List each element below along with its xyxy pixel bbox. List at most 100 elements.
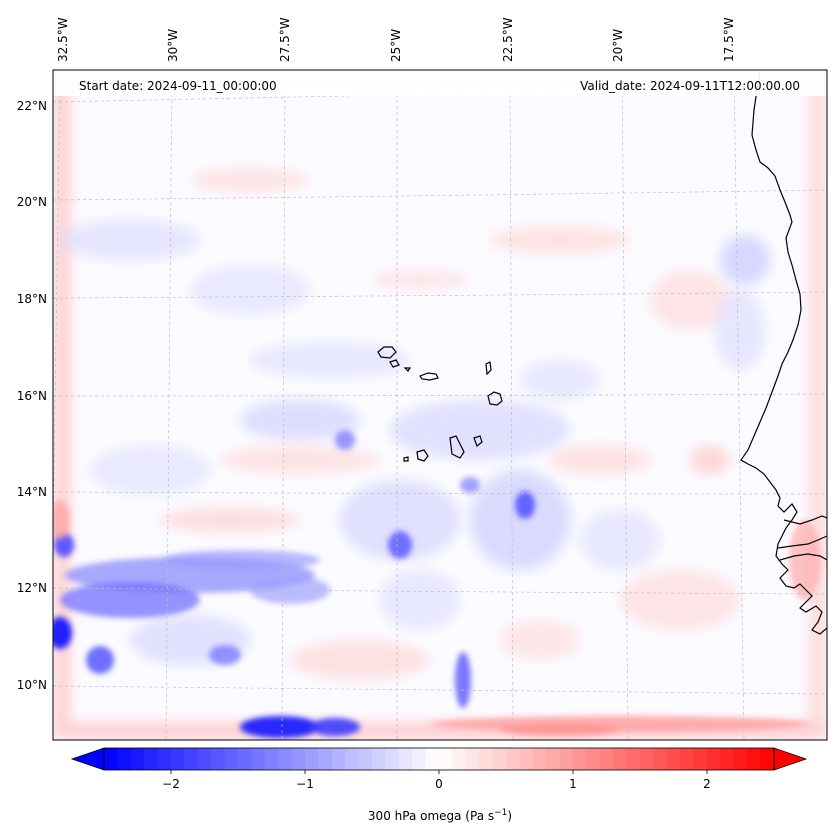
colorbar-bin xyxy=(345,748,360,770)
colorbar-label-end: ) xyxy=(507,809,512,823)
cape-verde-islands xyxy=(377,346,503,462)
colorbar-bin xyxy=(599,748,614,770)
colorbar-bin xyxy=(532,748,547,770)
colorbar-bin xyxy=(318,748,333,770)
colorbar-extend-max xyxy=(773,747,808,771)
colorbar-bin xyxy=(425,748,440,770)
colorbar-bin xyxy=(305,748,319,770)
colorbar-bin xyxy=(104,748,118,770)
lon-label: 27.5°W xyxy=(278,17,292,62)
colorbar-bin xyxy=(693,748,708,770)
lat-label: 18°N xyxy=(17,292,47,306)
colorbar-bin xyxy=(519,748,534,770)
brava-island xyxy=(403,456,409,462)
colorbar-label-main: 300 hPa omega (Pa s xyxy=(368,809,494,823)
colorbar-bin xyxy=(385,748,400,770)
colorbar-tick-label: −2 xyxy=(162,777,180,791)
lat-label: 16°N xyxy=(17,389,47,403)
colorbar-bin xyxy=(331,748,346,770)
colorbar-bin xyxy=(653,748,668,770)
colorbar-bin xyxy=(733,748,748,770)
colorbar-bins xyxy=(104,748,775,770)
header-band xyxy=(53,70,827,96)
colorbar-bin xyxy=(586,748,601,770)
lon-label: 17.5°W xyxy=(722,17,736,62)
valid-date-text: Valid_date: 2024-09-11T12:00:00.00 xyxy=(580,79,800,93)
colorbar-bin xyxy=(171,748,185,770)
graticule xyxy=(53,70,827,740)
sal-island xyxy=(485,361,492,376)
colorbar-bin xyxy=(720,748,735,770)
colorbar-bin xyxy=(613,748,628,770)
colorbar-bin xyxy=(666,748,681,770)
colorbar: −2 −1 0 1 2 300 hPa omega (Pa s−1) xyxy=(70,747,808,823)
colorbar-bin xyxy=(291,748,306,770)
lat-label: 10°N xyxy=(17,678,47,692)
colorbar-bin xyxy=(157,748,172,770)
colorbar-bin xyxy=(197,748,212,770)
lon-label: 25°W xyxy=(389,29,403,62)
lon-label: 20°W xyxy=(611,29,625,62)
colorbar-label-sup: −1 xyxy=(494,808,507,818)
santo-antao-island xyxy=(377,346,397,359)
colorbar-bin xyxy=(117,748,132,770)
colorbar-bin xyxy=(707,748,721,770)
colorbar-bin xyxy=(439,748,453,770)
colorbar-bin xyxy=(546,748,561,770)
lon-label: 22.5°W xyxy=(501,17,515,62)
colorbar-tick-label: 0 xyxy=(435,777,443,791)
colorbar-bin xyxy=(506,748,520,770)
omega-field xyxy=(60,168,770,680)
colorbar-bin xyxy=(492,748,507,770)
santa-luzia-island xyxy=(403,367,412,372)
start-date-text: Start date: 2024-09-11_00:00:00 xyxy=(79,79,277,93)
lon-label: 32.5°W xyxy=(56,17,70,62)
boa-vista-island xyxy=(487,391,503,406)
colorbar-bin xyxy=(760,748,775,770)
colorbar-extend-min xyxy=(70,747,105,771)
colorbar-bin xyxy=(626,748,641,770)
colorbar-bin xyxy=(398,748,413,770)
colorbar-bin xyxy=(640,748,654,770)
colorbar-label: 300 hPa omega (Pa s−1) xyxy=(368,808,512,823)
santiago-island xyxy=(449,435,465,459)
colorbar-tick-label: −1 xyxy=(296,777,314,791)
lat-label: 14°N xyxy=(17,485,47,499)
colorbar-bin xyxy=(465,748,480,770)
latitude-labels: 22°N 20°N 18°N 16°N 14°N 12°N 10°N xyxy=(17,99,47,692)
coastlines xyxy=(740,70,827,635)
colorbar-bin xyxy=(184,748,199,770)
colorbar-bin xyxy=(238,748,252,770)
lat-label: 20°N xyxy=(17,195,47,209)
lat-label: 22°N xyxy=(17,99,47,113)
sao-vicente-island xyxy=(389,359,400,368)
colorbar-bin xyxy=(278,748,293,770)
maio-island xyxy=(473,435,483,447)
colorbar-bin xyxy=(747,748,762,770)
colorbar-bin xyxy=(211,748,226,770)
colorbar-bin xyxy=(452,748,467,770)
colorbar-bin xyxy=(372,748,386,770)
longitude-labels: 32.5°W 30°W 27.5°W 25°W 22.5°W 20°W 17.5… xyxy=(56,17,736,62)
colorbar-bin xyxy=(573,748,587,770)
colorbar-bin xyxy=(144,748,159,770)
map-frame xyxy=(52,69,828,741)
colorbar-bin xyxy=(264,748,279,770)
colorbar-tick-label: 2 xyxy=(703,777,711,791)
colorbar-bin xyxy=(358,748,373,770)
colorbar-bin xyxy=(412,748,427,770)
africa-coastline xyxy=(740,70,827,635)
sao-nicolau-island xyxy=(419,372,439,381)
colorbar-bin xyxy=(130,748,145,770)
colorbar-bin xyxy=(680,748,695,770)
lon-label: 30°W xyxy=(166,29,180,62)
fogo-island xyxy=(416,449,429,462)
colorbar-bin xyxy=(559,748,574,770)
colorbar-tick-label: 1 xyxy=(569,777,577,791)
colorbar-ticks: −2 −1 0 1 2 xyxy=(162,770,711,791)
omega-strong-descent xyxy=(53,500,821,736)
colorbar-bin xyxy=(251,748,266,770)
map-panel xyxy=(53,70,827,740)
colorbar-bin xyxy=(479,748,494,770)
